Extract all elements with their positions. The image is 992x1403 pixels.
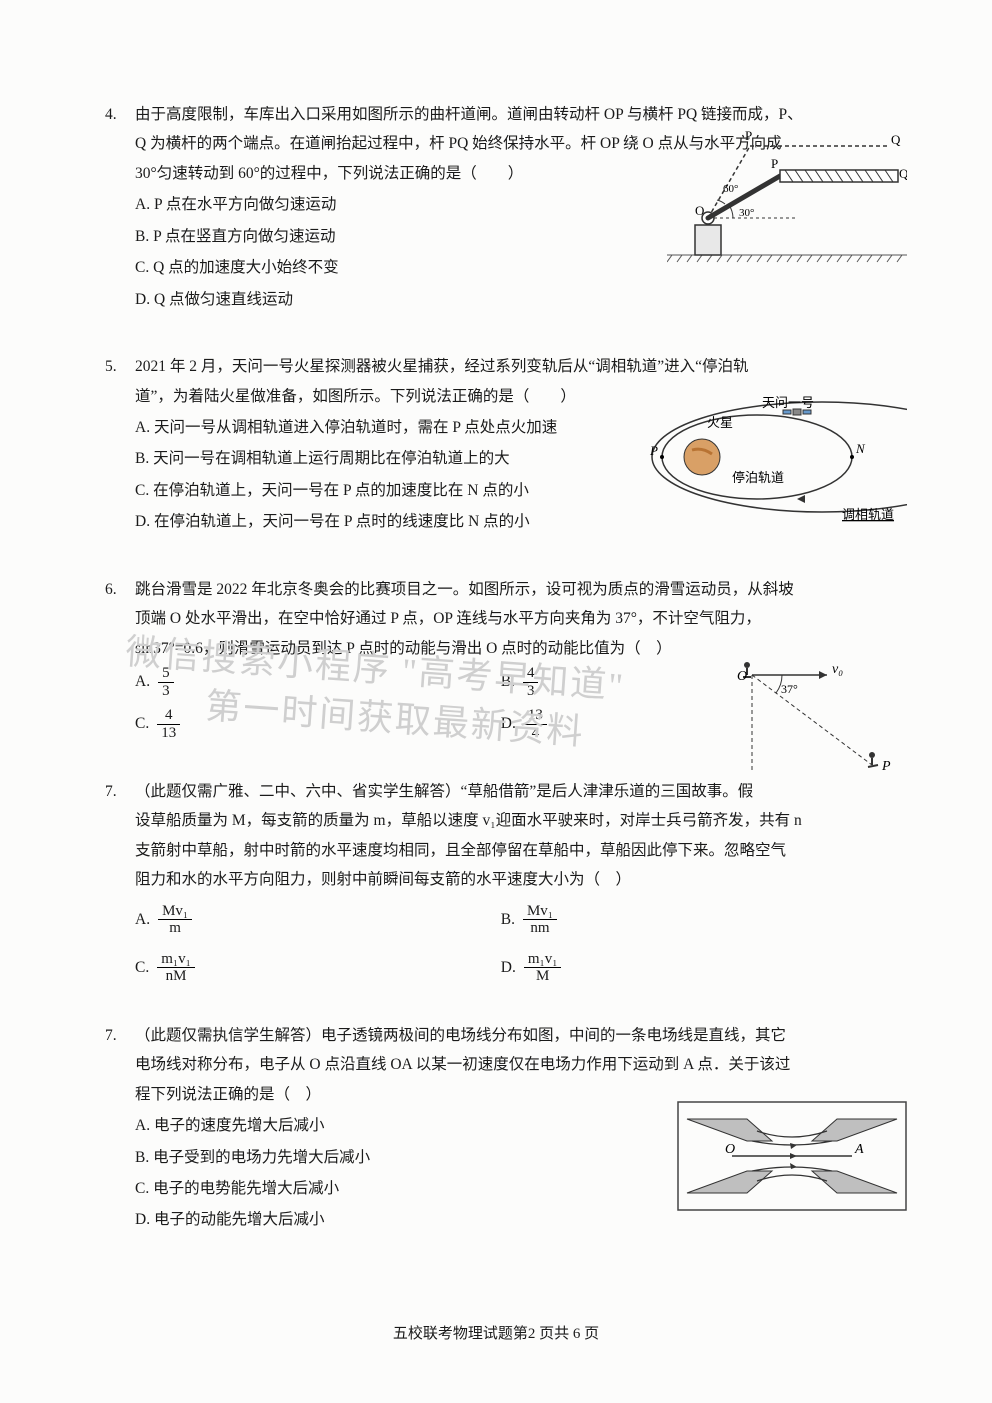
svg-text:v₀: v₀ xyxy=(832,662,843,677)
question-5: 5. 2021 年 2 月，天问一号火星探测器被火星捕获，经过系列变轨后从“调相… xyxy=(105,352,897,539)
q7a-opt-b: B. Mv₁nm xyxy=(501,903,867,937)
svg-text:Q: Q xyxy=(891,132,901,147)
q7a-opt-a: A. Mv₁m xyxy=(135,903,501,937)
q7a-number: 7. xyxy=(105,777,135,985)
fraction-icon: 413 xyxy=(157,707,180,741)
svg-text:37°: 37° xyxy=(781,682,798,696)
question-7a: 7. （此题仅需广雅、二中、六中、省实学生解答）“草船借箭”是后人津津乐道的三国… xyxy=(105,777,897,985)
q7b-line2: 电场线对称分布，电子从 O 点沿直线 OA 以某一初速度仅在电场力作用下运动到 … xyxy=(135,1050,897,1079)
q4-body: 由于高度限制，车库出入口采用如图所示的曲杆道闸。道闸由转动杆 OP 与横杆 PQ… xyxy=(135,100,897,316)
q5-line1: 2021 年 2 月，天问一号火星探测器被火星捕获，经过系列变轨后从“调相轨道”… xyxy=(135,352,897,381)
q7a-line2: 设草船质量为 M，每支箭的质量为 m，草船以速度 v₁迎面水平驶来时，对岸士兵弓… xyxy=(135,806,897,835)
svg-text:天问一号: 天问一号 xyxy=(762,395,814,410)
svg-text:火星: 火星 xyxy=(707,415,733,430)
page-footer: 五校联考物理试题第2 页共 6 页 xyxy=(0,1322,992,1343)
q6-figure: O P v₀ 37° xyxy=(697,655,907,785)
fraction-icon: Mv₁nm xyxy=(523,903,557,937)
q5-body: 2021 年 2 月，天问一号火星探测器被火星捕获，经过系列变轨后从“调相轨道”… xyxy=(135,352,897,539)
q7a-text: （此题仅需广雅、二中、六中、省实学生解答）“草船借箭”是后人津津乐道的三国故事。… xyxy=(135,777,897,895)
svg-text:P: P xyxy=(649,443,658,458)
exam-page: 4. 由于高度限制，车库出入口采用如图所示的曲杆道闸。道闸由转动杆 OP 与横杆… xyxy=(0,0,992,1403)
fraction-icon: Mv₁m xyxy=(158,903,192,937)
q7a-opt-d: D. m₁v₁M xyxy=(501,951,867,985)
q7a-body: （此题仅需广雅、二中、六中、省实学生解答）“草船借箭”是后人津津乐道的三国故事。… xyxy=(135,777,897,985)
svg-text:A: A xyxy=(854,1142,864,1157)
svg-text:O: O xyxy=(737,669,747,684)
svg-text:N: N xyxy=(855,441,866,456)
q7a-line1: （此题仅需广雅、二中、六中、省实学生解答）“草船借箭”是后人津津乐道的三国故事。… xyxy=(135,777,897,806)
fraction-icon: m₁v₁nM xyxy=(157,951,195,985)
q7b-text: （此题仅需执信学生解答）电子透镜两极间的电场线分布如图，中间的一条电场线是直线，… xyxy=(135,1021,897,1109)
q7b-body: （此题仅需执信学生解答）电子透镜两极间的电场线分布如图，中间的一条电场线是直线，… xyxy=(135,1021,897,1237)
q5-svg: 火星 天问一号 P N 停泊轨道 调相轨道 xyxy=(647,392,907,522)
svg-text:60°: 60° xyxy=(723,183,738,195)
svg-text:O: O xyxy=(725,1142,735,1157)
svg-text:P: P xyxy=(745,130,752,143)
q5-figure: 火星 天问一号 P N 停泊轨道 调相轨道 xyxy=(647,392,907,532)
q4-svg: O P Q P Q 60° 30° xyxy=(667,130,907,270)
q6-opt-c: C. 413 xyxy=(135,707,501,741)
svg-text:30°: 30° xyxy=(739,207,754,219)
svg-text:P: P xyxy=(881,759,891,774)
q6-svg: O P v₀ 37° xyxy=(697,655,907,775)
q6-body: 跳台滑雪是 2022 年北京冬奥会的比赛项目之一。如图所示，设可视为质点的滑雪运… xyxy=(135,575,897,741)
svg-text:O: O xyxy=(695,203,704,218)
q6-opt-a: A. 53 xyxy=(135,665,501,699)
question-7b: 7. （此题仅需执信学生解答）电子透镜两极间的电场线分布如图，中间的一条电场线是… xyxy=(105,1021,897,1237)
q4-figure: O P Q P Q 60° 30° xyxy=(667,130,907,280)
q7b-svg: O A xyxy=(677,1101,907,1211)
q6-number: 6. xyxy=(105,575,135,741)
fraction-icon: 134 xyxy=(524,707,547,741)
svg-text:停泊轨道: 停泊轨道 xyxy=(732,470,784,485)
q4-line1: 由于高度限制，车库出入口采用如图所示的曲杆道闸。道闸由转动杆 OP 与横杆 PQ… xyxy=(135,100,897,129)
q7b-number: 7. xyxy=(105,1021,135,1237)
q7a-line3: 支箭射中草船，射中时箭的水平速度均相同，且全部停留在草船中，草船因此停下来。忽略… xyxy=(135,836,897,865)
q7a-line4: 阻力和水的水平方向阻力，则射中前瞬间每支箭的水平速度大小为（ ） xyxy=(135,865,897,894)
q7a-options: A. Mv₁m B. Mv₁nm C. m₁v₁nM D. m₁ xyxy=(135,903,897,985)
fraction-icon: m₁v₁M xyxy=(524,951,562,985)
q7a-opt-c: C. m₁v₁nM xyxy=(135,951,501,985)
question-6: 6. 跳台滑雪是 2022 年北京冬奥会的比赛项目之一。如图所示，设可视为质点的… xyxy=(105,575,897,741)
q7b-line1: （此题仅需执信学生解答）电子透镜两极间的电场线分布如图，中间的一条电场线是直线，… xyxy=(135,1021,897,1050)
q7b-figure: O A xyxy=(677,1101,907,1221)
q4-number: 4. xyxy=(105,100,135,316)
q5-number: 5. xyxy=(105,352,135,539)
svg-text:Q: Q xyxy=(899,166,907,181)
q6-line2: 顶端 O 处水平滑出，在空中恰好通过 P 点，OP 连线与水平方向夹角为 37°… xyxy=(135,604,897,633)
q4-opt-d: D. Q 点做匀速直线运动 xyxy=(135,285,897,314)
svg-text:P: P xyxy=(771,156,778,171)
q6-text: 跳台滑雪是 2022 年北京冬奥会的比赛项目之一。如图所示，设可视为质点的滑雪运… xyxy=(135,575,897,663)
svg-text:调相轨道: 调相轨道 xyxy=(842,507,894,522)
fraction-icon: 43 xyxy=(523,665,539,699)
question-4: 4. 由于高度限制，车库出入口采用如图所示的曲杆道闸。道闸由转动杆 OP 与横杆… xyxy=(105,100,897,316)
q6-line1: 跳台滑雪是 2022 年北京冬奥会的比赛项目之一。如图所示，设可视为质点的滑雪运… xyxy=(135,575,897,604)
fraction-icon: 53 xyxy=(158,665,174,699)
